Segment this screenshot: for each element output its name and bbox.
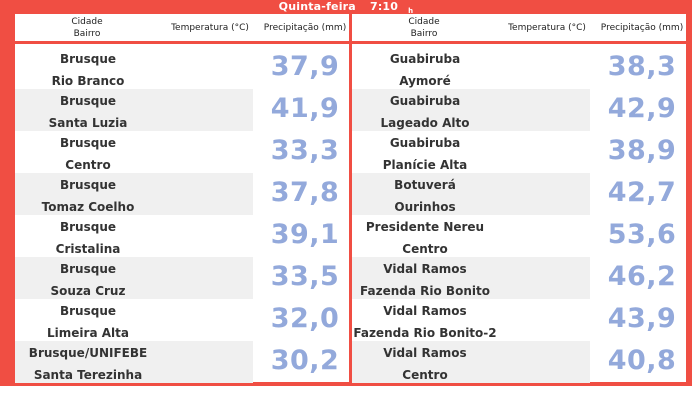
time-suffix: h <box>408 7 414 15</box>
bairro-name: Lageado Alto <box>380 116 470 130</box>
city-name: Brusque <box>59 262 117 276</box>
precipitation-value: 42,7 <box>607 177 677 208</box>
time-label: 7:10 <box>369 0 399 13</box>
city-name: Guabiruba <box>389 94 461 108</box>
bairro-name: Ourinhos <box>394 200 456 214</box>
precipitation-value: 43,9 <box>607 303 677 334</box>
bairro-name: Fazenda Rio Bonito-2 <box>353 326 497 340</box>
precipitation-value: 42,9 <box>607 93 677 124</box>
precipitation-value: 33,3 <box>270 135 340 166</box>
day-label: Quinta-feira <box>278 0 356 13</box>
city-name: Brusque/UNIFEBE <box>28 346 148 360</box>
precipitation-value: 38,3 <box>607 51 677 82</box>
table-row: Brusque Centro 33,3 <box>15 131 349 173</box>
table-header: Cidade Bairro Temperatura (°C) Precipita… <box>352 14 686 44</box>
table-row: Brusque Souza Cruz 33,5 <box>15 257 349 299</box>
city-name: Botuverá <box>394 178 456 192</box>
header-bairro: Bairro <box>73 29 101 39</box>
bairro-name: Cristalina <box>55 242 121 256</box>
precipitation-value: 38,9 <box>607 135 677 166</box>
row-stripe <box>352 341 590 383</box>
precipitation-value: 32,0 <box>270 303 340 334</box>
table-row: Brusque Limeira Alta 32,0 <box>15 299 349 341</box>
table-row: Brusque Cristalina 39,1 <box>15 215 349 257</box>
bairro-name: Aymoré <box>399 74 451 88</box>
bairro-name: Limeira Alta <box>47 326 129 340</box>
precipitation-value: 40,8 <box>607 345 677 376</box>
left-panel: Cidade Bairro Temperatura (°C) Precipita… <box>15 14 349 383</box>
precipitation-value: 37,8 <box>270 177 340 208</box>
bairro-name: Rio Branco <box>51 74 125 88</box>
header-temperatura: Temperatura (°C) <box>508 23 586 33</box>
table-row: Vidal Ramos Centro 40,8 <box>352 341 686 383</box>
table-row: Vidal Ramos Fazenda Rio Bonito-2 43,9 <box>352 299 686 341</box>
header-temperatura: Temperatura (°C) <box>171 23 249 33</box>
row-stripe <box>15 173 253 215</box>
header-precipitacao: Precipitação (mm) <box>600 23 684 33</box>
header-cidade-bairro: Cidade Bairro <box>384 16 464 40</box>
precipitation-value: 37,9 <box>270 51 340 82</box>
city-name: Brusque <box>59 178 117 192</box>
table-row: Presidente Nereu Centro 53,6 <box>352 215 686 257</box>
right-panel: Cidade Bairro Temperatura (°C) Precipita… <box>352 14 686 383</box>
table-row: Brusque Tomaz Coelho 37,8 <box>15 173 349 215</box>
header-cidade: Cidade <box>71 17 103 27</box>
bairro-name: Santa Terezinha <box>33 368 143 382</box>
precipitation-value: 41,9 <box>270 93 340 124</box>
row-stripe <box>15 257 253 299</box>
table-row: Guabiruba Aymoré 38,3 <box>352 47 686 89</box>
precipitation-value: 39,1 <box>270 219 340 250</box>
row-stripe <box>352 89 590 131</box>
row-stripe <box>15 341 253 383</box>
city-name: Brusque <box>59 52 117 66</box>
bairro-name: Souza Cruz <box>50 284 126 298</box>
city-name: Vidal Ramos <box>383 262 467 276</box>
bairro-name: Centro <box>65 158 111 172</box>
table-row: Vidal Ramos Fazenda Rio Bonito 46,2 <box>352 257 686 299</box>
table-header: Cidade Bairro Temperatura (°C) Precipita… <box>15 14 349 44</box>
row-stripe <box>15 89 253 131</box>
precipitation-value: 46,2 <box>607 261 677 292</box>
title-bar: Quinta-feira 7:10 h <box>0 0 692 15</box>
header-bairro: Bairro <box>410 29 438 39</box>
city-name: Guabiruba <box>389 136 461 150</box>
row-stripe <box>352 173 590 215</box>
header-precipitacao: Precipitação (mm) <box>263 23 347 33</box>
bairro-name: Fazenda Rio Bonito <box>360 284 490 298</box>
table-row: Guabiruba Lageado Alto 42,9 <box>352 89 686 131</box>
bairro-name: Tomaz Coelho <box>41 200 135 214</box>
city-name: Vidal Ramos <box>383 346 467 360</box>
city-name: Vidal Ramos <box>383 304 467 318</box>
precipitation-value: 53,6 <box>607 219 677 250</box>
city-name: Brusque <box>59 136 117 150</box>
header-cidade: Cidade <box>408 17 440 27</box>
row-stripe <box>352 257 590 299</box>
precipitation-value: 30,2 <box>270 345 340 376</box>
city-name: Guabiruba <box>389 52 461 66</box>
table-row: Guabiruba Planície Alta 38,9 <box>352 131 686 173</box>
bairro-name: Centro <box>402 368 448 382</box>
table-row: Brusque Rio Branco 37,9 <box>15 47 349 89</box>
city-name: Brusque <box>59 220 117 234</box>
bairro-name: Centro <box>402 242 448 256</box>
header-cidade-bairro: Cidade Bairro <box>47 16 127 40</box>
table-row: Brusque/UNIFEBE Santa Terezinha 30,2 <box>15 341 349 383</box>
precipitation-value: 33,5 <box>270 261 340 292</box>
table-row: Botuverá Ourinhos 42,7 <box>352 173 686 215</box>
city-name: Brusque <box>59 304 117 318</box>
bairro-name: Planície Alta <box>382 158 468 172</box>
city-name: Brusque <box>59 94 117 108</box>
city-name: Presidente Nereu <box>365 220 485 234</box>
bairro-name: Santa Luzia <box>48 116 128 130</box>
dashboard-frame: Quinta-feira 7:10 h Cidade Bairro Temper… <box>0 0 692 386</box>
table-row: Brusque Santa Luzia 41,9 <box>15 89 349 131</box>
